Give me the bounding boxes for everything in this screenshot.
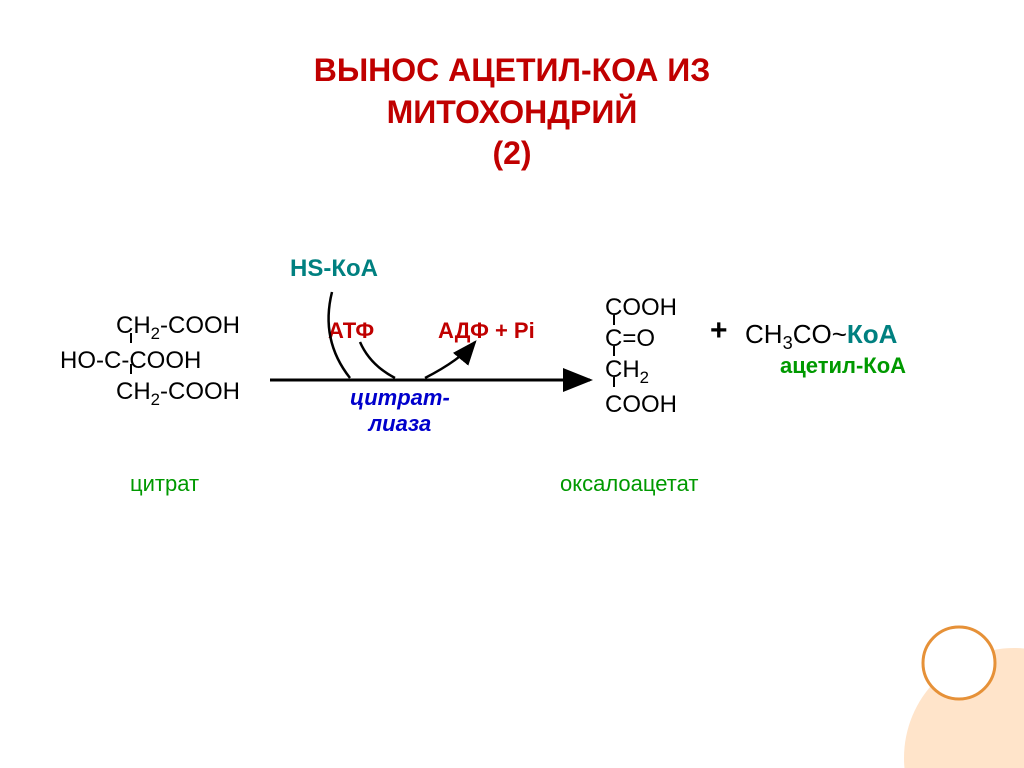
citrate-line3: CH2-COOH — [116, 376, 257, 411]
bond — [130, 364, 132, 374]
product1-name: оксалоацетат — [560, 470, 698, 499]
oaa-line4: COOH — [605, 389, 677, 420]
slide-title: ВЫНОС АЦЕТИЛ-КОА ИЗ МИТОХОНДРИЙ (2) — [256, 50, 768, 175]
bond — [130, 333, 132, 343]
title-line1: ВЫНОС АЦЕТИЛ-КОА ИЗ МИТОХОНДРИЙ — [314, 52, 711, 130]
oaa-line2: C=O — [605, 323, 677, 354]
product2-name: ацетил-КоА — [780, 352, 906, 381]
substrate-structure: CH2-COOH HO-C-COOH CH2-COOH — [60, 310, 201, 410]
product1-structure: COOH C=O CH2 COOH — [605, 292, 677, 420]
koa-text: КоА — [847, 319, 898, 349]
title-line2: (2) — [492, 135, 531, 171]
product2-formula: CH3CO~КоА — [745, 318, 897, 356]
enzyme-label: цитрат- лиаза — [350, 385, 450, 437]
oaa-line3: CH2 — [605, 354, 677, 389]
citrate-line1: CH2-COOH — [116, 310, 257, 345]
oaa-line1: COOH — [605, 292, 677, 323]
bond — [613, 346, 615, 356]
plus-sign: + — [710, 314, 728, 348]
reaction-diagram: HS-КоА АТФ АДФ + Рi CH2-COOH HO-C-COOH C… — [60, 260, 960, 580]
bond — [613, 315, 615, 325]
corner-decoration — [884, 568, 1024, 768]
substrate-name: цитрат — [130, 470, 199, 499]
bond — [613, 377, 615, 387]
